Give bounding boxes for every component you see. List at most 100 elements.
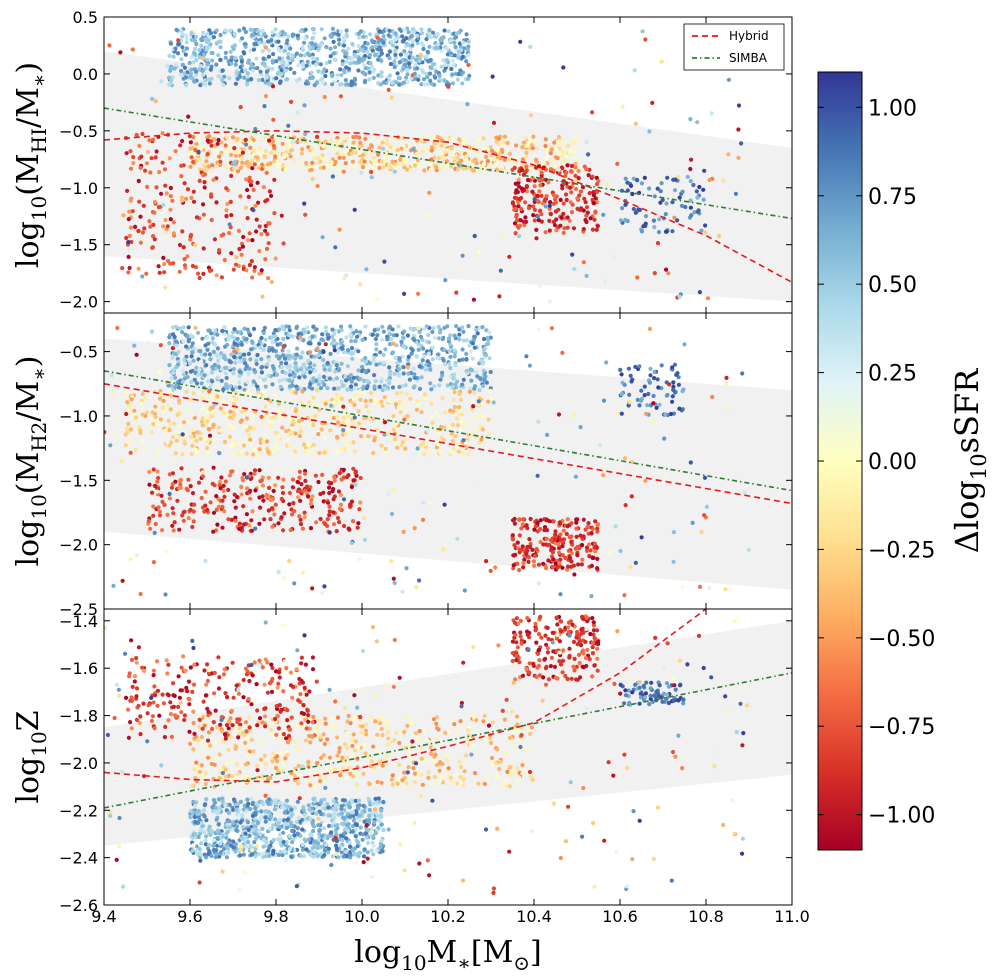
scatter-point	[209, 76, 214, 81]
scatter-point	[414, 585, 419, 590]
scatter-point	[208, 34, 213, 40]
scatter-point	[310, 586, 315, 591]
scatter-point	[291, 501, 296, 506]
scatter-point	[123, 432, 128, 437]
scatter-point	[520, 163, 525, 168]
scatter-point	[144, 410, 150, 415]
scatter-point	[330, 26, 335, 31]
scatter-point	[258, 151, 263, 156]
scatter-point	[304, 160, 309, 166]
scatter-point	[559, 215, 564, 220]
scatter-point	[423, 437, 428, 442]
scatter-point	[507, 254, 512, 259]
scatter-point	[595, 526, 600, 531]
scatter-point	[319, 591, 324, 596]
scatter-point	[259, 335, 264, 341]
scatter-point	[336, 489, 342, 494]
scatter-point	[589, 594, 594, 599]
scatter-point	[273, 483, 278, 488]
scatter-point	[553, 532, 558, 537]
scatter-point	[458, 397, 464, 402]
scatter-point	[191, 346, 197, 351]
scatter-point	[327, 59, 332, 64]
scatter-point	[218, 159, 223, 164]
scatter-point	[273, 392, 278, 397]
scatter-point	[310, 55, 315, 61]
scatter-point	[218, 406, 223, 411]
scatter-point	[174, 438, 179, 443]
scatter-point	[564, 531, 569, 537]
scatter-point	[227, 365, 232, 370]
scatter-point	[472, 390, 477, 395]
scatter-point	[580, 543, 585, 548]
scatter-point	[635, 397, 640, 402]
scatter-point	[550, 564, 555, 569]
scatter-point	[227, 76, 232, 81]
scatter-point	[528, 516, 533, 522]
scatter-point	[521, 565, 526, 570]
scatter-point	[451, 446, 456, 452]
scatter-point	[295, 480, 301, 485]
scatter-point	[208, 500, 213, 505]
scatter-point	[330, 174, 335, 179]
scatter-point	[322, 382, 327, 387]
scatter-point	[215, 353, 220, 358]
scatter-point	[569, 539, 574, 545]
scatter-point	[357, 390, 362, 395]
scatter-point	[371, 451, 376, 456]
scatter-point	[181, 76, 186, 81]
scatter-point	[518, 218, 523, 223]
scatter-point	[350, 159, 356, 164]
scatter-point	[427, 363, 432, 368]
scatter-point	[435, 355, 440, 360]
scatter-point	[543, 143, 548, 149]
scatter-point	[379, 399, 384, 404]
scatter-point	[218, 32, 223, 38]
scatter-point	[579, 562, 585, 567]
scatter-point	[332, 31, 337, 36]
scatter-point	[227, 415, 233, 420]
scatter-point	[189, 232, 194, 237]
scatter-point	[519, 186, 524, 191]
scatter-point	[460, 446, 466, 451]
scatter-point	[250, 238, 255, 243]
scatter-point	[665, 175, 670, 180]
scatter-point	[323, 342, 328, 347]
scatter-point	[401, 161, 406, 167]
scatter-point	[208, 42, 213, 47]
scatter-point	[524, 143, 529, 148]
scatter-point	[468, 349, 473, 354]
scatter-point	[171, 528, 176, 533]
scatter-point	[210, 410, 215, 415]
scatter-point	[182, 509, 187, 514]
scatter-point	[218, 57, 223, 63]
scatter-point	[604, 360, 609, 365]
scatter-point	[136, 178, 141, 184]
scatter-point	[587, 191, 592, 196]
scatter-point	[416, 325, 421, 331]
scatter-point	[149, 416, 154, 422]
scatter-point	[405, 414, 410, 419]
scatter-point	[187, 60, 192, 65]
scatter-point	[483, 353, 489, 358]
scatter-point	[247, 523, 252, 528]
scatter-point	[274, 354, 280, 359]
scatter-point	[338, 94, 343, 99]
scatter-point	[302, 103, 307, 108]
scatter-point	[321, 144, 326, 149]
scatter-point	[440, 373, 445, 378]
scatter-point	[440, 370, 445, 375]
scatter-point	[167, 472, 172, 477]
scatter-point	[288, 66, 293, 71]
scatter-point	[343, 374, 348, 379]
scatter-point	[383, 386, 388, 391]
scatter-point	[523, 154, 529, 160]
scatter-point	[160, 160, 165, 165]
scatter-point	[474, 327, 479, 332]
scatter-point	[382, 259, 387, 264]
scatter-point	[180, 32, 185, 37]
scatter-point	[402, 291, 407, 296]
scatter-point	[307, 75, 313, 81]
scatter-point	[333, 328, 338, 333]
scatter-point	[152, 262, 157, 267]
